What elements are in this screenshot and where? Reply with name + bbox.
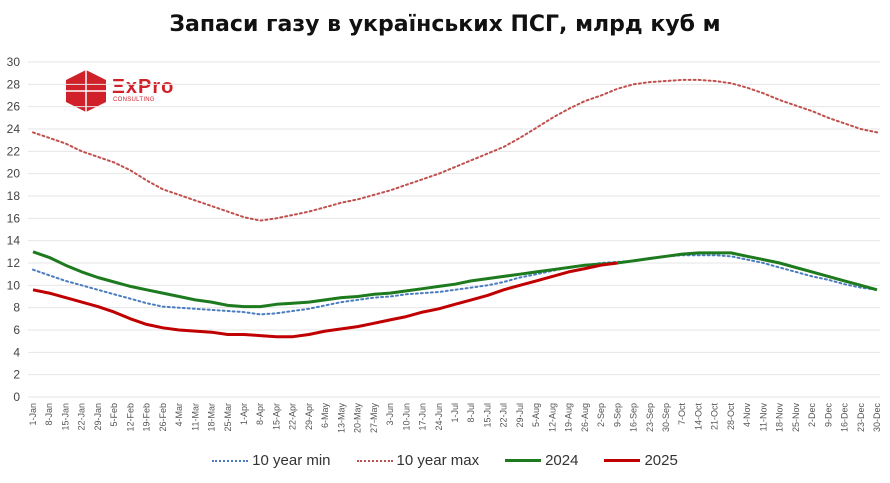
x-tick-label: 26-Feb — [158, 403, 168, 432]
x-tick-label: 9-Sep — [612, 403, 622, 427]
x-tick-label: 29-Apr — [304, 403, 314, 430]
x-tick-label: 15-Apr — [271, 403, 281, 430]
x-tick-label: 10-Jun — [401, 403, 411, 431]
x-tick-label: 9-Dec — [823, 403, 833, 428]
x-tick-label: 1-Jan — [28, 403, 38, 426]
x-tick-label: 4-Mar — [174, 403, 184, 427]
x-tick-label: 16-Sep — [629, 403, 639, 432]
series-line-10-year-max — [32, 78, 878, 222]
logo-text: ΞxPro — [112, 76, 175, 98]
x-tick-label: 25-Mar — [223, 403, 233, 432]
x-tick-label: 17-Jun — [418, 403, 428, 431]
y-tick-label: 12 — [7, 256, 21, 270]
expro-logo-icon — [66, 70, 106, 112]
x-tick-label: 12-Feb — [125, 403, 135, 432]
x-tick-label: 19-Feb — [142, 403, 152, 432]
legend-label: 10 year min — [252, 452, 331, 469]
x-tick-label: 30-Sep — [661, 403, 671, 432]
x-tick-label: 2-Sep — [596, 403, 606, 427]
x-tick-label: 14-Oct — [693, 403, 703, 431]
x-tick-label: 6-May — [320, 403, 330, 429]
x-tick-label: 1-Apr — [239, 403, 249, 425]
y-tick-label: 20 — [7, 167, 21, 181]
legend-item: 2024 — [505, 452, 578, 469]
legend-label: 2025 — [644, 452, 678, 469]
x-tick-label: 23-Dec — [856, 403, 866, 433]
y-tick-label: 22 — [7, 144, 21, 158]
y-tick-label: 24 — [7, 122, 21, 136]
x-tick-label: 4-Nov — [742, 403, 752, 428]
x-tick-label: 30-Dec — [872, 403, 882, 433]
y-tick-label: 6 — [13, 323, 20, 337]
x-tick-label: 13-May — [336, 403, 346, 434]
x-tick-label: 21-Oct — [710, 403, 720, 431]
x-tick-label: 5-Aug — [531, 403, 541, 427]
x-tick-label: 5-Feb — [109, 403, 119, 427]
legend-swatch — [505, 459, 542, 462]
legend-item: 2025 — [604, 452, 678, 469]
legend-item: 10 year min — [212, 452, 331, 469]
x-tick-label: 15-Jan — [60, 403, 70, 431]
x-tick-label: 11-Mar — [190, 403, 200, 431]
x-tick-label: 25-Nov — [791, 403, 801, 433]
y-tick-label: 4 — [13, 345, 20, 359]
x-tick-label: 23-Sep — [645, 403, 655, 432]
x-tick-label: 8-Jul — [466, 403, 476, 423]
x-tick-label: 29-Jul — [515, 403, 525, 428]
chart-title: Запаси газу в українських ПСГ, млрд куб … — [169, 12, 721, 37]
x-tick-label: 8-Jan — [44, 403, 54, 426]
x-tick-label: 2-Dec — [807, 403, 817, 428]
x-tick-label: 11-Nov — [758, 403, 768, 432]
x-tick-label: 3-Jun — [385, 403, 395, 426]
x-tick-label: 29-Jan — [93, 403, 103, 431]
y-tick-label: 8 — [13, 301, 20, 315]
y-tick-label: 26 — [7, 100, 21, 114]
legend-swatch — [212, 459, 249, 462]
x-tick-label: 7-Oct — [677, 403, 687, 426]
x-tick-label: 22-Jan — [77, 403, 87, 431]
logo-subtitle: CONSULTING — [113, 97, 155, 103]
x-tick-label: 18-Mar — [207, 403, 217, 432]
legend-label: 10 year max — [396, 452, 480, 469]
x-tick-label: 26-Aug — [580, 403, 590, 432]
legend-swatch — [356, 459, 393, 462]
y-tick-label: 2 — [13, 368, 20, 382]
series-line-2025 — [32, 261, 618, 339]
y-tick-label: 14 — [7, 234, 21, 248]
x-tick-label: 27-May — [369, 403, 379, 434]
x-tick-label: 28-Oct — [726, 403, 736, 431]
x-tick-label: 18-Nov — [775, 403, 785, 433]
series-line-2024 — [32, 250, 878, 309]
y-tick-label: 30 — [7, 55, 21, 69]
legend-item: 10 year max — [356, 452, 480, 469]
x-tick-label: 19-Aug — [564, 403, 574, 432]
legend-label: 2024 — [545, 452, 579, 469]
x-tick-label: 22-Jul — [499, 403, 509, 428]
y-tick-label: 0 — [13, 390, 20, 404]
series-line-10-year-min — [32, 254, 878, 316]
x-tick-label: 1-Jul — [450, 403, 460, 423]
x-tick-label: 12-Aug — [547, 403, 557, 432]
legend: 10 year min 10 year max 2024 2025 — [0, 452, 890, 469]
x-tick-label: 22-Apr — [288, 403, 298, 430]
y-tick-label: 18 — [7, 189, 21, 203]
x-tick-label: 24-Jun — [434, 403, 444, 431]
y-tick-label: 10 — [7, 278, 21, 292]
legend-swatch — [604, 459, 641, 462]
x-tick-label: 20-May — [353, 403, 363, 434]
y-tick-label: 28 — [7, 77, 21, 91]
x-tick-label: 15-Jul — [482, 403, 492, 428]
y-tick-label: 16 — [7, 211, 21, 225]
x-tick-label: 8-Apr — [255, 403, 265, 425]
x-tick-label: 16-Dec — [840, 403, 850, 433]
